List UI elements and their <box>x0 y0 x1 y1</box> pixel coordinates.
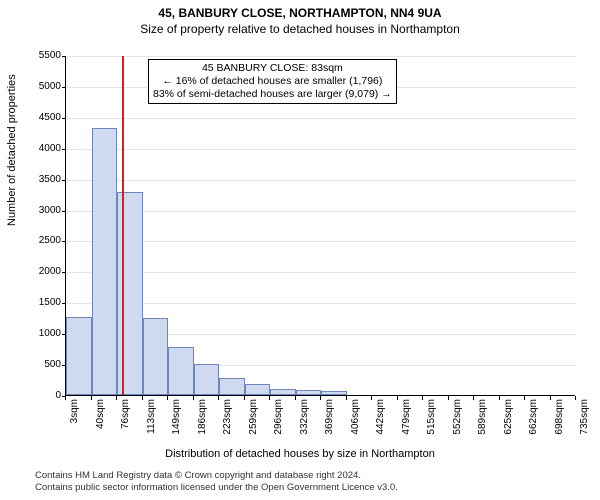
gridline <box>66 118 576 119</box>
info-line-2: ← 16% of detached houses are smaller (1,… <box>153 75 392 88</box>
xtick-label: 625sqm <box>503 399 514 444</box>
xtick-label: 442sqm <box>375 399 386 444</box>
xtick-mark <box>91 396 92 400</box>
page-subtitle: Size of property relative to detached ho… <box>0 22 600 36</box>
ytick-label: 1000 <box>21 329 61 339</box>
attribution-line-2: Contains public sector information licen… <box>35 482 590 494</box>
gridline <box>66 241 576 242</box>
ytick-mark <box>62 303 66 304</box>
ytick-label: 3500 <box>21 175 61 185</box>
xtick-mark <box>371 396 372 400</box>
histogram-bar <box>194 364 220 395</box>
xtick-mark <box>499 396 500 400</box>
ytick-label: 1500 <box>21 298 61 308</box>
xtick-mark <box>448 396 449 400</box>
ytick-label: 4500 <box>21 113 61 123</box>
xtick-mark <box>575 396 576 400</box>
histogram-bar <box>245 384 271 395</box>
xtick-mark <box>218 396 219 400</box>
ytick-label: 2000 <box>21 267 61 277</box>
xtick-label: 113sqm <box>146 399 157 444</box>
xtick-label: 406sqm <box>350 399 361 444</box>
ytick-mark <box>62 180 66 181</box>
xtick-label: 662sqm <box>528 399 539 444</box>
gridline <box>66 56 576 57</box>
plot-area <box>65 56 575 396</box>
xtick-mark <box>269 396 270 400</box>
xtick-label: 515sqm <box>426 399 437 444</box>
plot-wrap: 45 BANBURY CLOSE: 83sqm ← 16% of detache… <box>65 56 575 396</box>
ytick-mark <box>62 118 66 119</box>
ytick-mark <box>62 272 66 273</box>
xtick-label: 186sqm <box>197 399 208 444</box>
ytick-mark <box>62 149 66 150</box>
xtick-mark <box>193 396 194 400</box>
xtick-mark <box>244 396 245 400</box>
ytick-label: 4000 <box>21 144 61 154</box>
ytick-label: 500 <box>21 360 61 370</box>
xtick-label: 369sqm <box>324 399 335 444</box>
histogram-bar <box>168 347 194 395</box>
ytick-label: 3000 <box>21 206 61 216</box>
xtick-mark <box>116 396 117 400</box>
ytick-label: 5000 <box>21 82 61 92</box>
xtick-label: 76sqm <box>120 399 131 444</box>
attribution-line-1: Contains HM Land Registry data © Crown c… <box>35 470 590 482</box>
histogram-bar <box>219 378 245 395</box>
histogram-bar <box>296 390 322 395</box>
xtick-label: 149sqm <box>171 399 182 444</box>
xtick-mark <box>550 396 551 400</box>
ytick-label: 2500 <box>21 236 61 246</box>
xtick-mark <box>473 396 474 400</box>
histogram-bar <box>143 318 169 395</box>
gridline <box>66 180 576 181</box>
gridline <box>66 211 576 212</box>
ytick-mark <box>62 56 66 57</box>
xtick-label: 259sqm <box>248 399 259 444</box>
xtick-label: 552sqm <box>452 399 463 444</box>
xtick-mark <box>524 396 525 400</box>
histogram-bar <box>321 391 347 395</box>
xtick-label: 3sqm <box>69 399 80 444</box>
xtick-mark <box>346 396 347 400</box>
info-line-1: 45 BANBURY CLOSE: 83sqm <box>153 62 392 75</box>
xtick-label: 332sqm <box>299 399 310 444</box>
ytick-mark <box>62 211 66 212</box>
y-axis-label: Number of detached properties <box>6 74 18 226</box>
histogram-bar <box>66 317 92 395</box>
xtick-label: 40sqm <box>95 399 106 444</box>
xtick-mark <box>65 396 66 400</box>
xtick-label: 296sqm <box>273 399 284 444</box>
ytick-mark <box>62 241 66 242</box>
xtick-label: 223sqm <box>222 399 233 444</box>
x-axis-label: Distribution of detached houses by size … <box>0 448 600 460</box>
ytick-mark <box>62 87 66 88</box>
reference-line <box>122 56 124 395</box>
property-info-box: 45 BANBURY CLOSE: 83sqm ← 16% of detache… <box>148 59 397 104</box>
histogram-bar <box>92 128 118 395</box>
gridline <box>66 272 576 273</box>
xtick-mark <box>422 396 423 400</box>
xtick-mark <box>167 396 168 400</box>
xtick-mark <box>295 396 296 400</box>
gridline <box>66 303 576 304</box>
xtick-mark <box>320 396 321 400</box>
page-title: 45, BANBURY CLOSE, NORTHAMPTON, NN4 9UA <box>0 6 600 20</box>
xtick-label: 735sqm <box>579 399 590 444</box>
gridline <box>66 149 576 150</box>
xtick-label: 589sqm <box>477 399 488 444</box>
histogram-bar <box>270 389 296 395</box>
xtick-mark <box>142 396 143 400</box>
ytick-label: 5500 <box>21 51 61 61</box>
attribution: Contains HM Land Registry data © Crown c… <box>35 470 590 494</box>
ytick-label: 0 <box>21 391 61 401</box>
info-line-3: 83% of semi-detached houses are larger (… <box>153 88 392 101</box>
xtick-label: 479sqm <box>401 399 412 444</box>
xtick-mark <box>397 396 398 400</box>
xtick-label: 698sqm <box>554 399 565 444</box>
